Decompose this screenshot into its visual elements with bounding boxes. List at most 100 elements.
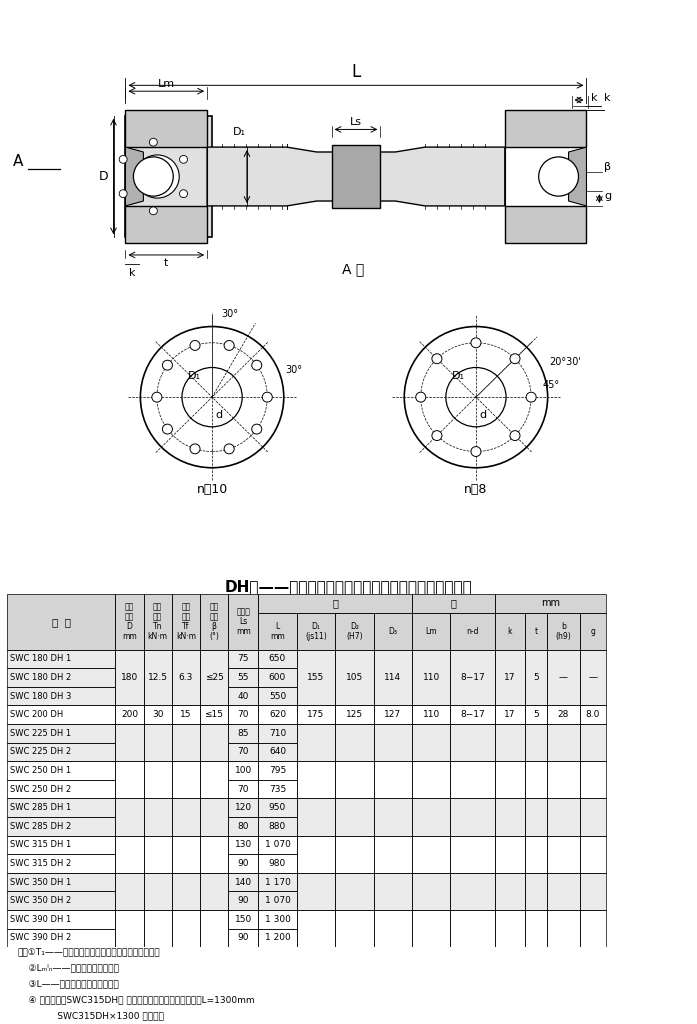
- Text: SWC 315 DH 2: SWC 315 DH 2: [10, 859, 71, 868]
- Bar: [547, 761, 579, 799]
- Circle shape: [224, 341, 234, 350]
- Bar: [579, 706, 606, 724]
- Text: SWC 390 DH 1: SWC 390 DH 1: [10, 914, 71, 924]
- Bar: [495, 724, 525, 761]
- Circle shape: [415, 392, 426, 402]
- Bar: [171, 706, 200, 724]
- Bar: [374, 836, 412, 872]
- Bar: [7, 761, 116, 780]
- Bar: [579, 910, 606, 947]
- Bar: [412, 706, 450, 724]
- Text: D₂
(H7): D₂ (H7): [346, 622, 362, 641]
- Bar: [228, 892, 259, 910]
- Bar: [547, 836, 579, 872]
- Circle shape: [190, 341, 200, 350]
- Polygon shape: [376, 147, 505, 206]
- Bar: [525, 836, 547, 872]
- Bar: [547, 612, 579, 649]
- Bar: [525, 724, 547, 761]
- Text: 5: 5: [533, 711, 539, 719]
- Bar: [259, 836, 297, 854]
- Bar: [412, 910, 450, 947]
- Bar: [374, 910, 412, 947]
- Text: 640: 640: [269, 748, 286, 757]
- Bar: [7, 910, 116, 929]
- Bar: [7, 706, 116, 724]
- Bar: [450, 706, 495, 724]
- Bar: [116, 799, 144, 836]
- Bar: [228, 594, 259, 649]
- Text: SWC 180 DH 2: SWC 180 DH 2: [10, 673, 71, 682]
- Bar: [374, 724, 412, 761]
- Bar: [144, 649, 171, 706]
- Bar: [259, 724, 297, 742]
- Bar: [335, 836, 374, 872]
- Text: 回转
直径
D
mm: 回转 直径 D mm: [122, 602, 137, 641]
- Bar: [7, 854, 116, 872]
- Bar: [495, 649, 525, 706]
- Bar: [450, 724, 495, 761]
- Bar: [200, 706, 228, 724]
- Bar: [116, 706, 144, 724]
- Polygon shape: [569, 147, 586, 206]
- Text: SWC 315 DH 1: SWC 315 DH 1: [10, 841, 71, 850]
- Bar: [297, 706, 335, 724]
- Text: g: g: [590, 627, 595, 636]
- Bar: [374, 706, 412, 724]
- Text: n＝10: n＝10: [197, 483, 228, 497]
- Text: 尺: 尺: [332, 598, 338, 608]
- Circle shape: [526, 392, 536, 402]
- Bar: [116, 872, 144, 910]
- Bar: [200, 649, 228, 706]
- Bar: [144, 799, 171, 836]
- Polygon shape: [332, 145, 381, 208]
- Text: 90: 90: [238, 934, 249, 942]
- Bar: [228, 854, 259, 872]
- Text: 127: 127: [384, 711, 401, 719]
- Bar: [259, 817, 297, 836]
- Bar: [116, 649, 144, 706]
- Bar: [259, 612, 297, 649]
- Circle shape: [510, 353, 520, 364]
- Bar: [412, 612, 450, 649]
- Bar: [259, 780, 297, 799]
- Text: 28: 28: [558, 711, 569, 719]
- Text: 795: 795: [269, 766, 286, 775]
- Bar: [374, 761, 412, 799]
- Text: D₁: D₁: [187, 371, 201, 381]
- Circle shape: [252, 360, 262, 370]
- Bar: [259, 929, 297, 947]
- Bar: [547, 724, 579, 761]
- Bar: [547, 706, 579, 724]
- Bar: [297, 724, 335, 761]
- Text: 寸: 寸: [451, 598, 457, 608]
- Text: DH型——短伸缩焊接式万向联轴器基本参数和主要尺寸: DH型——短伸缩焊接式万向联轴器基本参数和主要尺寸: [224, 579, 473, 594]
- Bar: [259, 612, 297, 649]
- Bar: [7, 892, 116, 910]
- Bar: [259, 799, 297, 817]
- Bar: [144, 761, 171, 799]
- Bar: [412, 872, 450, 910]
- Bar: [579, 836, 606, 872]
- Bar: [374, 612, 412, 649]
- Bar: [228, 817, 259, 836]
- Bar: [259, 854, 297, 872]
- Bar: [259, 706, 297, 724]
- Bar: [297, 872, 335, 910]
- Bar: [450, 761, 495, 799]
- Text: 120: 120: [235, 803, 252, 812]
- Text: ②Lₘᴵₙ——缩短后的最小长度。: ②Lₘᴵₙ——缩短后的最小长度。: [17, 964, 119, 973]
- Bar: [228, 910, 259, 929]
- Text: 疲劳
转矩
Tf
kN·m: 疲劳 转矩 Tf kN·m: [176, 602, 196, 641]
- Bar: [228, 761, 259, 780]
- Text: 55: 55: [238, 673, 249, 682]
- Bar: [525, 761, 547, 799]
- Text: SWC 200 DH: SWC 200 DH: [10, 711, 63, 719]
- Text: D₁: D₁: [233, 127, 245, 137]
- Bar: [228, 742, 259, 761]
- Bar: [335, 612, 374, 649]
- Text: 90: 90: [238, 896, 249, 905]
- Bar: [335, 649, 374, 706]
- Bar: [144, 799, 171, 836]
- Bar: [297, 799, 335, 836]
